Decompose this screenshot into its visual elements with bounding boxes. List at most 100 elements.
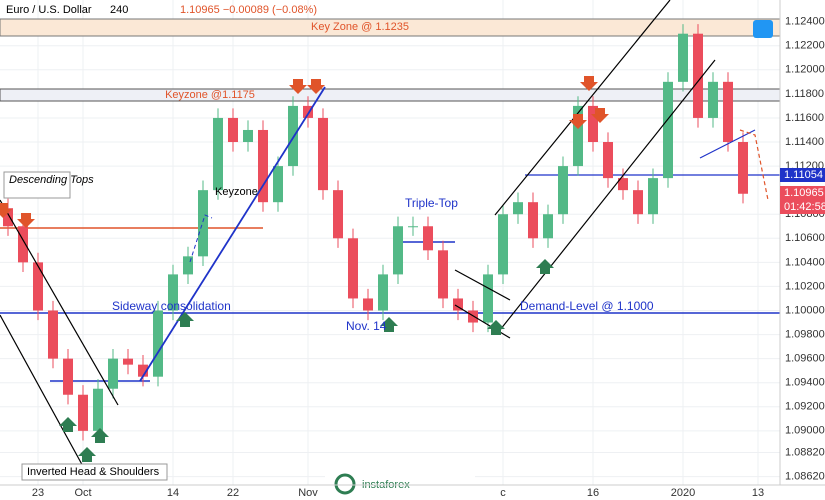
settings-button[interactable] (753, 20, 773, 38)
ihs-label: Inverted Head & Shoulders (27, 466, 160, 478)
candle-body (378, 274, 388, 311)
candle-body (468, 310, 478, 323)
candle-body (708, 81, 718, 118)
y-tick-label: 1.09000 (785, 425, 825, 437)
candle-body (363, 298, 373, 311)
candle-body (393, 226, 403, 275)
candle-body (618, 178, 628, 191)
key-zone-label: Key Zone @ 1.1235 (311, 21, 409, 33)
y-tick-label: 1.10400 (785, 256, 825, 268)
candles (3, 24, 748, 441)
y-tick-label: 1.10000 (785, 304, 825, 316)
candle-body (633, 190, 643, 215)
projection (739, 129, 769, 201)
y-tick-label: 1.09800 (785, 328, 825, 340)
candle-body (108, 358, 118, 389)
last-tag (780, 186, 825, 214)
candle-body (258, 129, 268, 203)
x-tick-label: 13 (752, 487, 764, 499)
candle-body (63, 358, 73, 395)
x-tick-label: 23 (32, 487, 44, 499)
candle-body (408, 226, 418, 228)
brand-logo (334, 473, 356, 495)
descending-tops-label: Descending Tops (9, 174, 94, 186)
candle-body (93, 388, 103, 431)
candle-body (513, 202, 523, 215)
note-box (3, 171, 71, 199)
axis-labels: 1.12400 1.12200 1.12000 1.11800 1.11600 1.114… (32, 16, 825, 499)
sell-arrows (0, 76, 609, 228)
candle-body (453, 298, 463, 311)
note-box (21, 463, 168, 481)
y-tick-label: 1.09600 (785, 353, 825, 365)
candle-body (3, 208, 13, 227)
y-tick-label: 1.10600 (785, 232, 825, 244)
candle-body (693, 33, 703, 118)
candle-body (198, 190, 208, 257)
quote: 1.10965 −0.00089 (−0.08%) (180, 4, 317, 16)
keyzone-note: Keyzone (215, 186, 258, 198)
interval: 240 (110, 4, 128, 16)
y-tick-label: 1.12200 (785, 40, 825, 52)
candle-body (243, 129, 253, 143)
candle-body (78, 394, 88, 431)
grid (0, 0, 780, 485)
level-tag (780, 168, 825, 182)
candle-body (678, 33, 688, 82)
candle-body (48, 310, 58, 359)
x-tick-label: Oct (74, 487, 91, 499)
y-tick-label: 1.10200 (785, 280, 825, 292)
x-tick-label: 2020 (671, 487, 695, 499)
x-tick-label: 22 (227, 487, 239, 499)
y-tick-label: 1.12000 (785, 64, 825, 76)
candle-body (588, 105, 598, 143)
y-tick-label: 1.11400 (785, 136, 824, 148)
candle-body (603, 142, 613, 179)
candle-body (423, 226, 433, 251)
x-tick-label: 16 (587, 487, 599, 499)
y-tick-label: 1.08620 (785, 470, 825, 482)
candle-body (213, 117, 223, 191)
y-tick-label: 1.12400 (785, 16, 825, 28)
trend-line (699, 129, 756, 159)
candle-body (348, 238, 358, 299)
candle-body (498, 214, 508, 275)
y-tick-label: 1.11600 (785, 112, 824, 124)
y-tick-label: 1.11800 (785, 88, 824, 100)
keyzone-label: Keyzone @1.1175 (165, 89, 255, 101)
candle-body (33, 262, 43, 311)
triple-top-label: Triple-Top (405, 196, 458, 210)
nov14-label: Nov. 14 (346, 319, 387, 333)
candle-body (573, 105, 583, 167)
y-tick-label: 1.08820 (785, 446, 825, 458)
candle-body (483, 274, 493, 323)
candle-body (183, 256, 193, 275)
chart-title: Euro / U.S. Dollar (6, 4, 92, 16)
candle-body (543, 214, 553, 239)
level-price: 1.11054 (784, 169, 823, 181)
candle-body (18, 226, 28, 263)
x-tick-label: 14 (167, 487, 179, 499)
candle-body (528, 202, 538, 239)
candle-body (318, 117, 328, 191)
y-tick-label: 1.09400 (785, 377, 825, 389)
candle-body (333, 190, 343, 239)
candle-body (558, 166, 568, 215)
candle-body (303, 105, 313, 118)
candle-body (438, 250, 448, 299)
buy-arrows (59, 259, 554, 462)
candle-body (273, 166, 283, 203)
demand-label: Demand-Level @ 1.1000 (520, 299, 654, 313)
sideway-label: Sideway consolidation (112, 299, 231, 313)
candle-body (123, 358, 133, 365)
x-tick-label: Nov (298, 487, 318, 499)
projection (189, 214, 213, 263)
x-tick-label: c (500, 487, 506, 499)
candle-body (153, 310, 163, 377)
y-tick-label: 1.09200 (785, 401, 825, 413)
candle-body (663, 81, 673, 179)
candle-body (228, 117, 238, 143)
brand-box (325, 468, 475, 500)
